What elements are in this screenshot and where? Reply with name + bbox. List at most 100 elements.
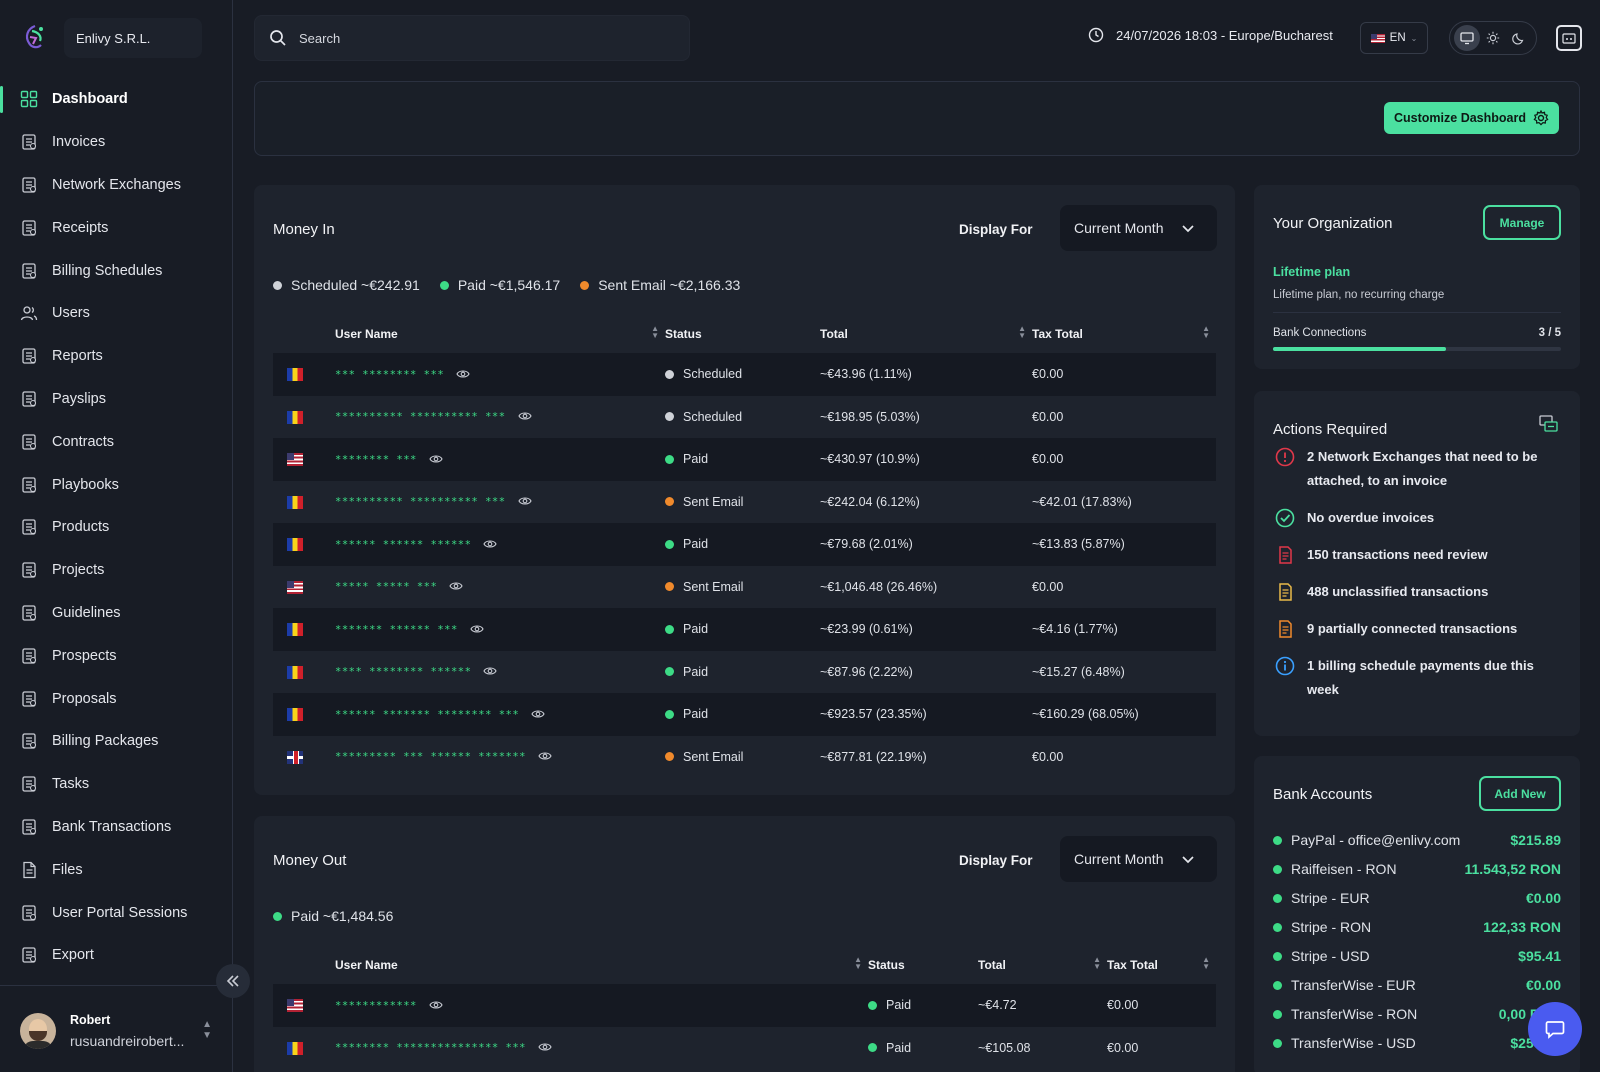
- customize-dashboard-button[interactable]: Customize Dashboard: [1384, 102, 1559, 134]
- sidebar-item-billing-packages[interactable]: Billing Packages: [0, 720, 232, 763]
- eye-icon[interactable]: [470, 623, 484, 637]
- sidebar-item-invoices[interactable]: Invoices: [0, 121, 232, 164]
- sidebar-item-billing-schedules[interactable]: Billing Schedules: [0, 249, 232, 292]
- table-row[interactable]: ********* *** ****** ******* Sent Email ~€…: [273, 736, 1216, 779]
- bank-account-row[interactable]: PayPal - office@enlivy.com $215.89: [1273, 829, 1561, 851]
- sidebar-item-proposals[interactable]: Proposals: [0, 677, 232, 720]
- bank-account-row[interactable]: Raiffeisen - RON 11.543,52 RON: [1273, 858, 1561, 880]
- action-item[interactable]: 9 partially connected transactions: [1273, 617, 1563, 641]
- status-badge: Scheduled: [683, 410, 742, 424]
- sidebar-item-projects[interactable]: Projects: [0, 549, 232, 592]
- col-tax-total[interactable]: Tax Total ▲ ▼: [1032, 315, 1216, 353]
- col-user-name[interactable]: User Name ▲ ▼: [335, 315, 665, 353]
- table-row[interactable]: ****** ****** ****** Paid ~€79.68 (2.01%) ~…: [273, 523, 1216, 566]
- bank-account-row[interactable]: Stripe - USD $95.41: [1273, 945, 1561, 967]
- action-item[interactable]: 150 transactions need review: [1273, 543, 1563, 567]
- sidebar-item-receipts[interactable]: Receipts: [0, 206, 232, 249]
- user-name-cell[interactable]: ********* *** ****** *******: [335, 751, 526, 763]
- col-total[interactable]: Total ▲ ▼: [820, 315, 1032, 353]
- monitor-icon[interactable]: [1454, 25, 1480, 51]
- eye-icon[interactable]: [456, 368, 470, 382]
- money-in-period-select[interactable]: Current Month: [1060, 205, 1217, 251]
- collapse-sidebar-button[interactable]: [216, 964, 250, 998]
- user-name-cell[interactable]: ******** *************** ***: [335, 1042, 526, 1054]
- sidebar-item-playbooks[interactable]: Playbooks: [0, 463, 232, 506]
- bank-account-row[interactable]: TransferWise - RON 0,00 RON: [1273, 1003, 1561, 1025]
- col-user-name[interactable]: User Name ▲ ▼: [335, 946, 868, 984]
- user-name-cell[interactable]: ****** ******* ******** ***: [335, 709, 519, 721]
- eye-icon[interactable]: [429, 999, 443, 1013]
- user-name-cell[interactable]: ***** ***** ***: [335, 581, 437, 593]
- col-total[interactable]: Total ▲ ▼: [978, 946, 1107, 984]
- sidebar-item-contracts[interactable]: Contracts: [0, 420, 232, 463]
- table-row[interactable]: ************ Paid ~€4.72 €0.00: [273, 984, 1216, 1027]
- table-row[interactable]: ****** ******* ******** *** Paid ~€923.57 …: [273, 693, 1216, 736]
- calendar-button[interactable]: [1556, 25, 1582, 51]
- table-row[interactable]: ******** *** Paid ~€430.97 (10.9%) €0.00: [273, 438, 1216, 481]
- sidebar-item-export[interactable]: Export: [0, 934, 232, 977]
- romania-flag-icon: [287, 666, 303, 679]
- eye-icon[interactable]: [429, 453, 443, 467]
- action-item[interactable]: 488 unclassified transactions: [1273, 580, 1563, 604]
- col-tax-total[interactable]: Tax Total ▲ ▼: [1107, 946, 1216, 984]
- table-row[interactable]: ********** ********** *** Sent Email ~€242…: [273, 481, 1216, 524]
- sidebar-item-prospects[interactable]: Prospects: [0, 634, 232, 677]
- user-name-cell[interactable]: ********** ********** ***: [335, 496, 506, 508]
- table-row[interactable]: ******** *************** *** Paid ~€105.08…: [273, 1027, 1216, 1070]
- col-status[interactable]: Status: [665, 315, 820, 353]
- search-bar[interactable]: [254, 15, 690, 61]
- sidebar-item-users[interactable]: Users: [0, 292, 232, 335]
- sidebar-item-bank-transactions[interactable]: Bank Transactions: [0, 806, 232, 849]
- manage-button[interactable]: Manage: [1483, 205, 1561, 240]
- col-status[interactable]: Status: [868, 946, 978, 984]
- money-out-period-select[interactable]: Current Month: [1060, 836, 1217, 882]
- language-select[interactable]: EN ⌄: [1360, 22, 1428, 54]
- tax-total-cell: ~€15.27 (6.48%): [1032, 651, 1216, 694]
- moon-icon[interactable]: [1506, 25, 1532, 51]
- user-name-cell[interactable]: ****** ****** ******: [335, 539, 471, 551]
- bank-account-row[interactable]: Stripe - EUR €0.00: [1273, 887, 1561, 909]
- bank-account-row[interactable]: TransferWise - USD$253.00: [1273, 1032, 1561, 1054]
- sidebar-item-tasks[interactable]: Tasks: [0, 763, 232, 806]
- transactions-icon[interactable]: [1537, 413, 1561, 437]
- bank-account-row[interactable]: Stripe - RON 122,33 RON: [1273, 916, 1561, 938]
- eye-icon[interactable]: [538, 1041, 552, 1055]
- sidebar-item-products[interactable]: Products: [0, 506, 232, 549]
- eye-icon[interactable]: [483, 538, 497, 552]
- sidebar-item-files[interactable]: Files: [0, 848, 232, 891]
- action-item[interactable]: 1 billing schedule payments due this wee…: [1273, 654, 1563, 702]
- sidebar-item-user-portal-sessions[interactable]: User Portal Sessions: [0, 891, 232, 934]
- sidebar-item-network-exchanges[interactable]: Network Exchanges: [0, 164, 232, 207]
- enlivy-logo-icon[interactable]: [14, 17, 56, 59]
- add-bank-account-button[interactable]: Add New: [1479, 776, 1561, 811]
- eye-icon[interactable]: [518, 410, 532, 424]
- search-input[interactable]: [299, 31, 659, 46]
- sidebar-item-payslips[interactable]: Payslips: [0, 378, 232, 421]
- sidebar-item-dashboard[interactable]: Dashboard: [0, 78, 232, 121]
- eye-icon[interactable]: [518, 495, 532, 509]
- chat-button[interactable]: [1528, 1002, 1582, 1056]
- table-row[interactable]: *** ******** *** Scheduled ~€43.96 (1.11%)…: [273, 353, 1216, 396]
- eye-icon[interactable]: [449, 580, 463, 594]
- user-name-cell[interactable]: ******** ***: [335, 454, 417, 466]
- table-row[interactable]: ***** ***** *** Sent Email ~€1,046.48 (26.…: [273, 566, 1216, 609]
- table-row[interactable]: ********** ********** *** Scheduled ~€198.…: [273, 396, 1216, 439]
- sidebar-item-reports[interactable]: Reports: [0, 335, 232, 378]
- user-name-cell[interactable]: ************: [335, 1000, 417, 1012]
- user-name-cell[interactable]: *** ******** ***: [335, 369, 444, 381]
- sidebar-item-guidelines[interactable]: Guidelines: [0, 592, 232, 635]
- table-row[interactable]: **** ******** ****** Paid ~€87.96 (2.22%) ~…: [273, 651, 1216, 694]
- eye-icon[interactable]: [531, 708, 545, 722]
- action-item[interactable]: No overdue invoices: [1273, 506, 1563, 530]
- user-name-cell[interactable]: ******* ****** ***: [335, 624, 458, 636]
- sun-icon[interactable]: [1480, 25, 1506, 51]
- user-name-cell[interactable]: **** ******** ******: [335, 666, 471, 678]
- user-menu[interactable]: Robert rusuandreirobert... ▲ ▼: [20, 1003, 220, 1059]
- eye-icon[interactable]: [538, 750, 552, 764]
- org-switcher[interactable]: Enlivy S.R.L.: [64, 18, 202, 58]
- bank-account-row[interactable]: TransferWise - EUR €0.00: [1273, 974, 1561, 996]
- user-name-cell[interactable]: ********** ********** ***: [335, 411, 506, 423]
- table-row[interactable]: ******* ****** *** Paid ~€23.99 (0.61%) ~€4…: [273, 608, 1216, 651]
- action-item[interactable]: 2 Network Exchanges that need to be atta…: [1273, 445, 1563, 493]
- eye-icon[interactable]: [483, 665, 497, 679]
